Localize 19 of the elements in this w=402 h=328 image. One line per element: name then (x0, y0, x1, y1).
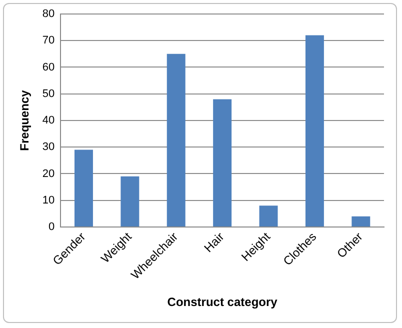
y-tick-label: 70 (42, 34, 55, 47)
y-tick-label: 40 (42, 114, 55, 127)
bar (120, 176, 140, 226)
bar (259, 206, 278, 226)
y-tick-label: 80 (42, 8, 55, 20)
x-axis-title: Construct category (167, 295, 278, 310)
y-tick-label: 60 (42, 61, 55, 74)
y-tick-label: 20 (42, 168, 55, 180)
y-tick-label: 50 (42, 88, 55, 100)
y-tick-label: 10 (42, 194, 55, 206)
y-tick-label: 30 (42, 141, 55, 154)
bar (352, 216, 370, 226)
bar (305, 35, 324, 226)
bar (74, 150, 93, 226)
y-axis-title: Frequency (18, 90, 32, 151)
bar (166, 54, 186, 226)
bar (213, 99, 232, 226)
x-tick-label: Hair (201, 230, 227, 256)
y-tick-label: 0 (48, 221, 55, 234)
